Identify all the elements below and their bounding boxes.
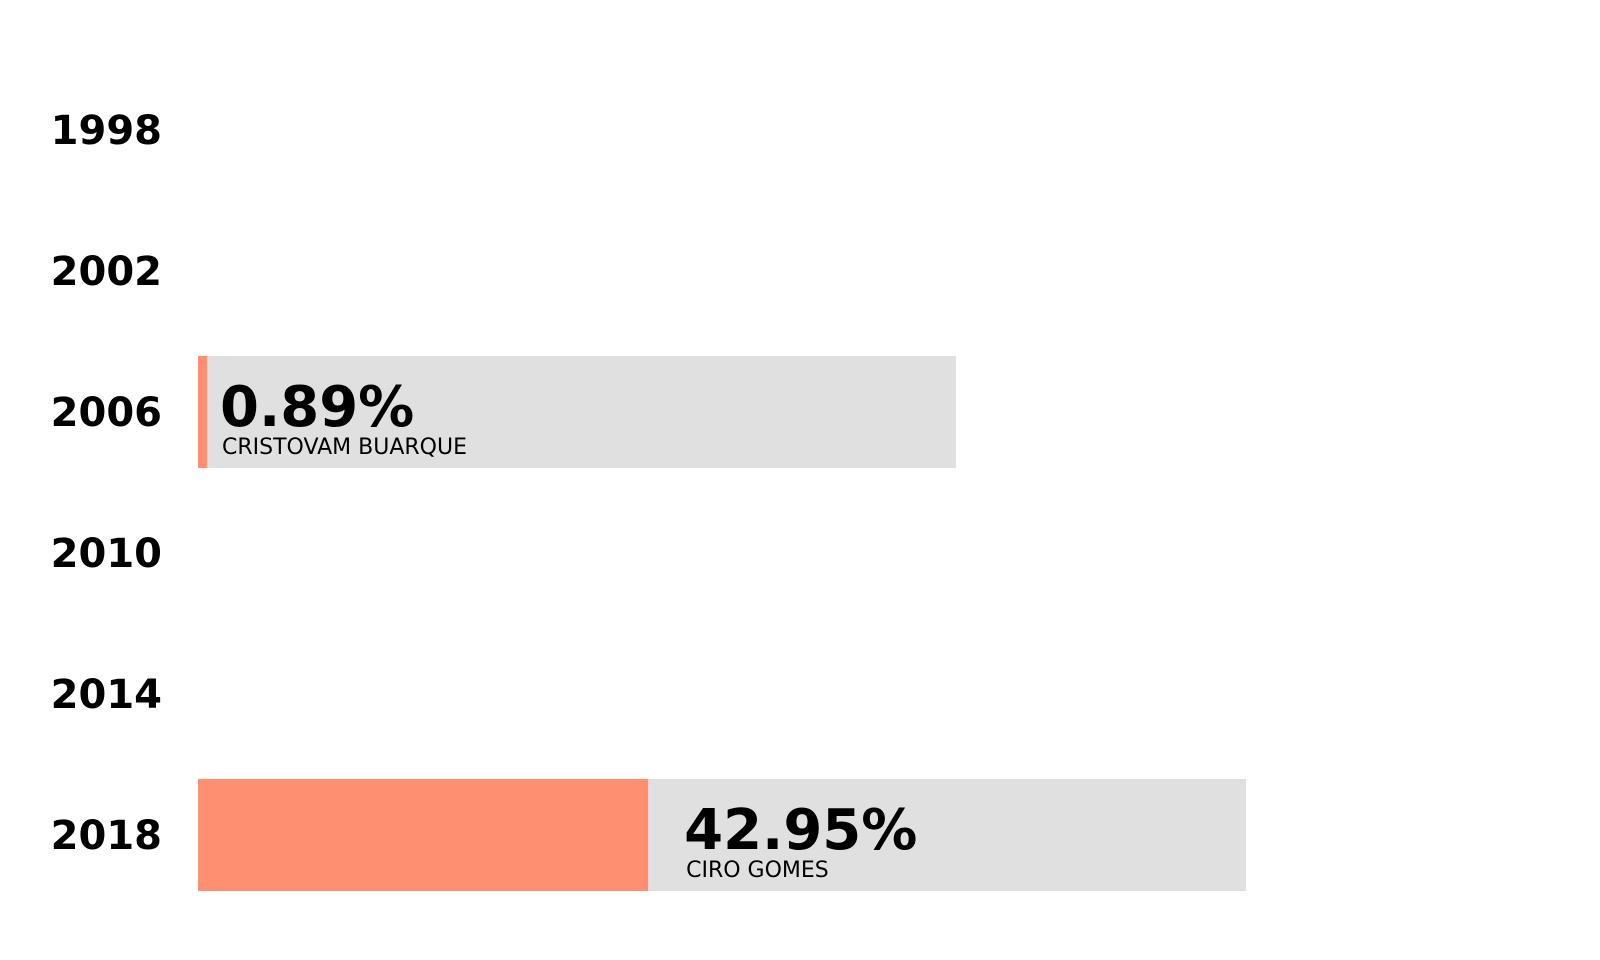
year-label-1998: 1998 xyxy=(51,108,162,154)
year-label-2014: 2014 xyxy=(51,672,162,718)
value-label-2018: 42.95% xyxy=(684,798,917,863)
year-label-2006: 2006 xyxy=(51,390,162,436)
bar-fill-2018 xyxy=(198,779,649,891)
year-label-2018: 2018 xyxy=(51,813,162,859)
value-label-2006: 0.89% xyxy=(220,375,414,440)
year-label-2010: 2010 xyxy=(51,531,162,577)
bar-fill-2006 xyxy=(198,356,208,468)
year-label-2002: 2002 xyxy=(51,249,162,295)
candidate-label-2006: CRISTOVAM BUARQUE xyxy=(222,435,467,460)
bar-track-2006 xyxy=(198,356,956,468)
candidate-label-2018: CIRO GOMES xyxy=(686,858,829,883)
